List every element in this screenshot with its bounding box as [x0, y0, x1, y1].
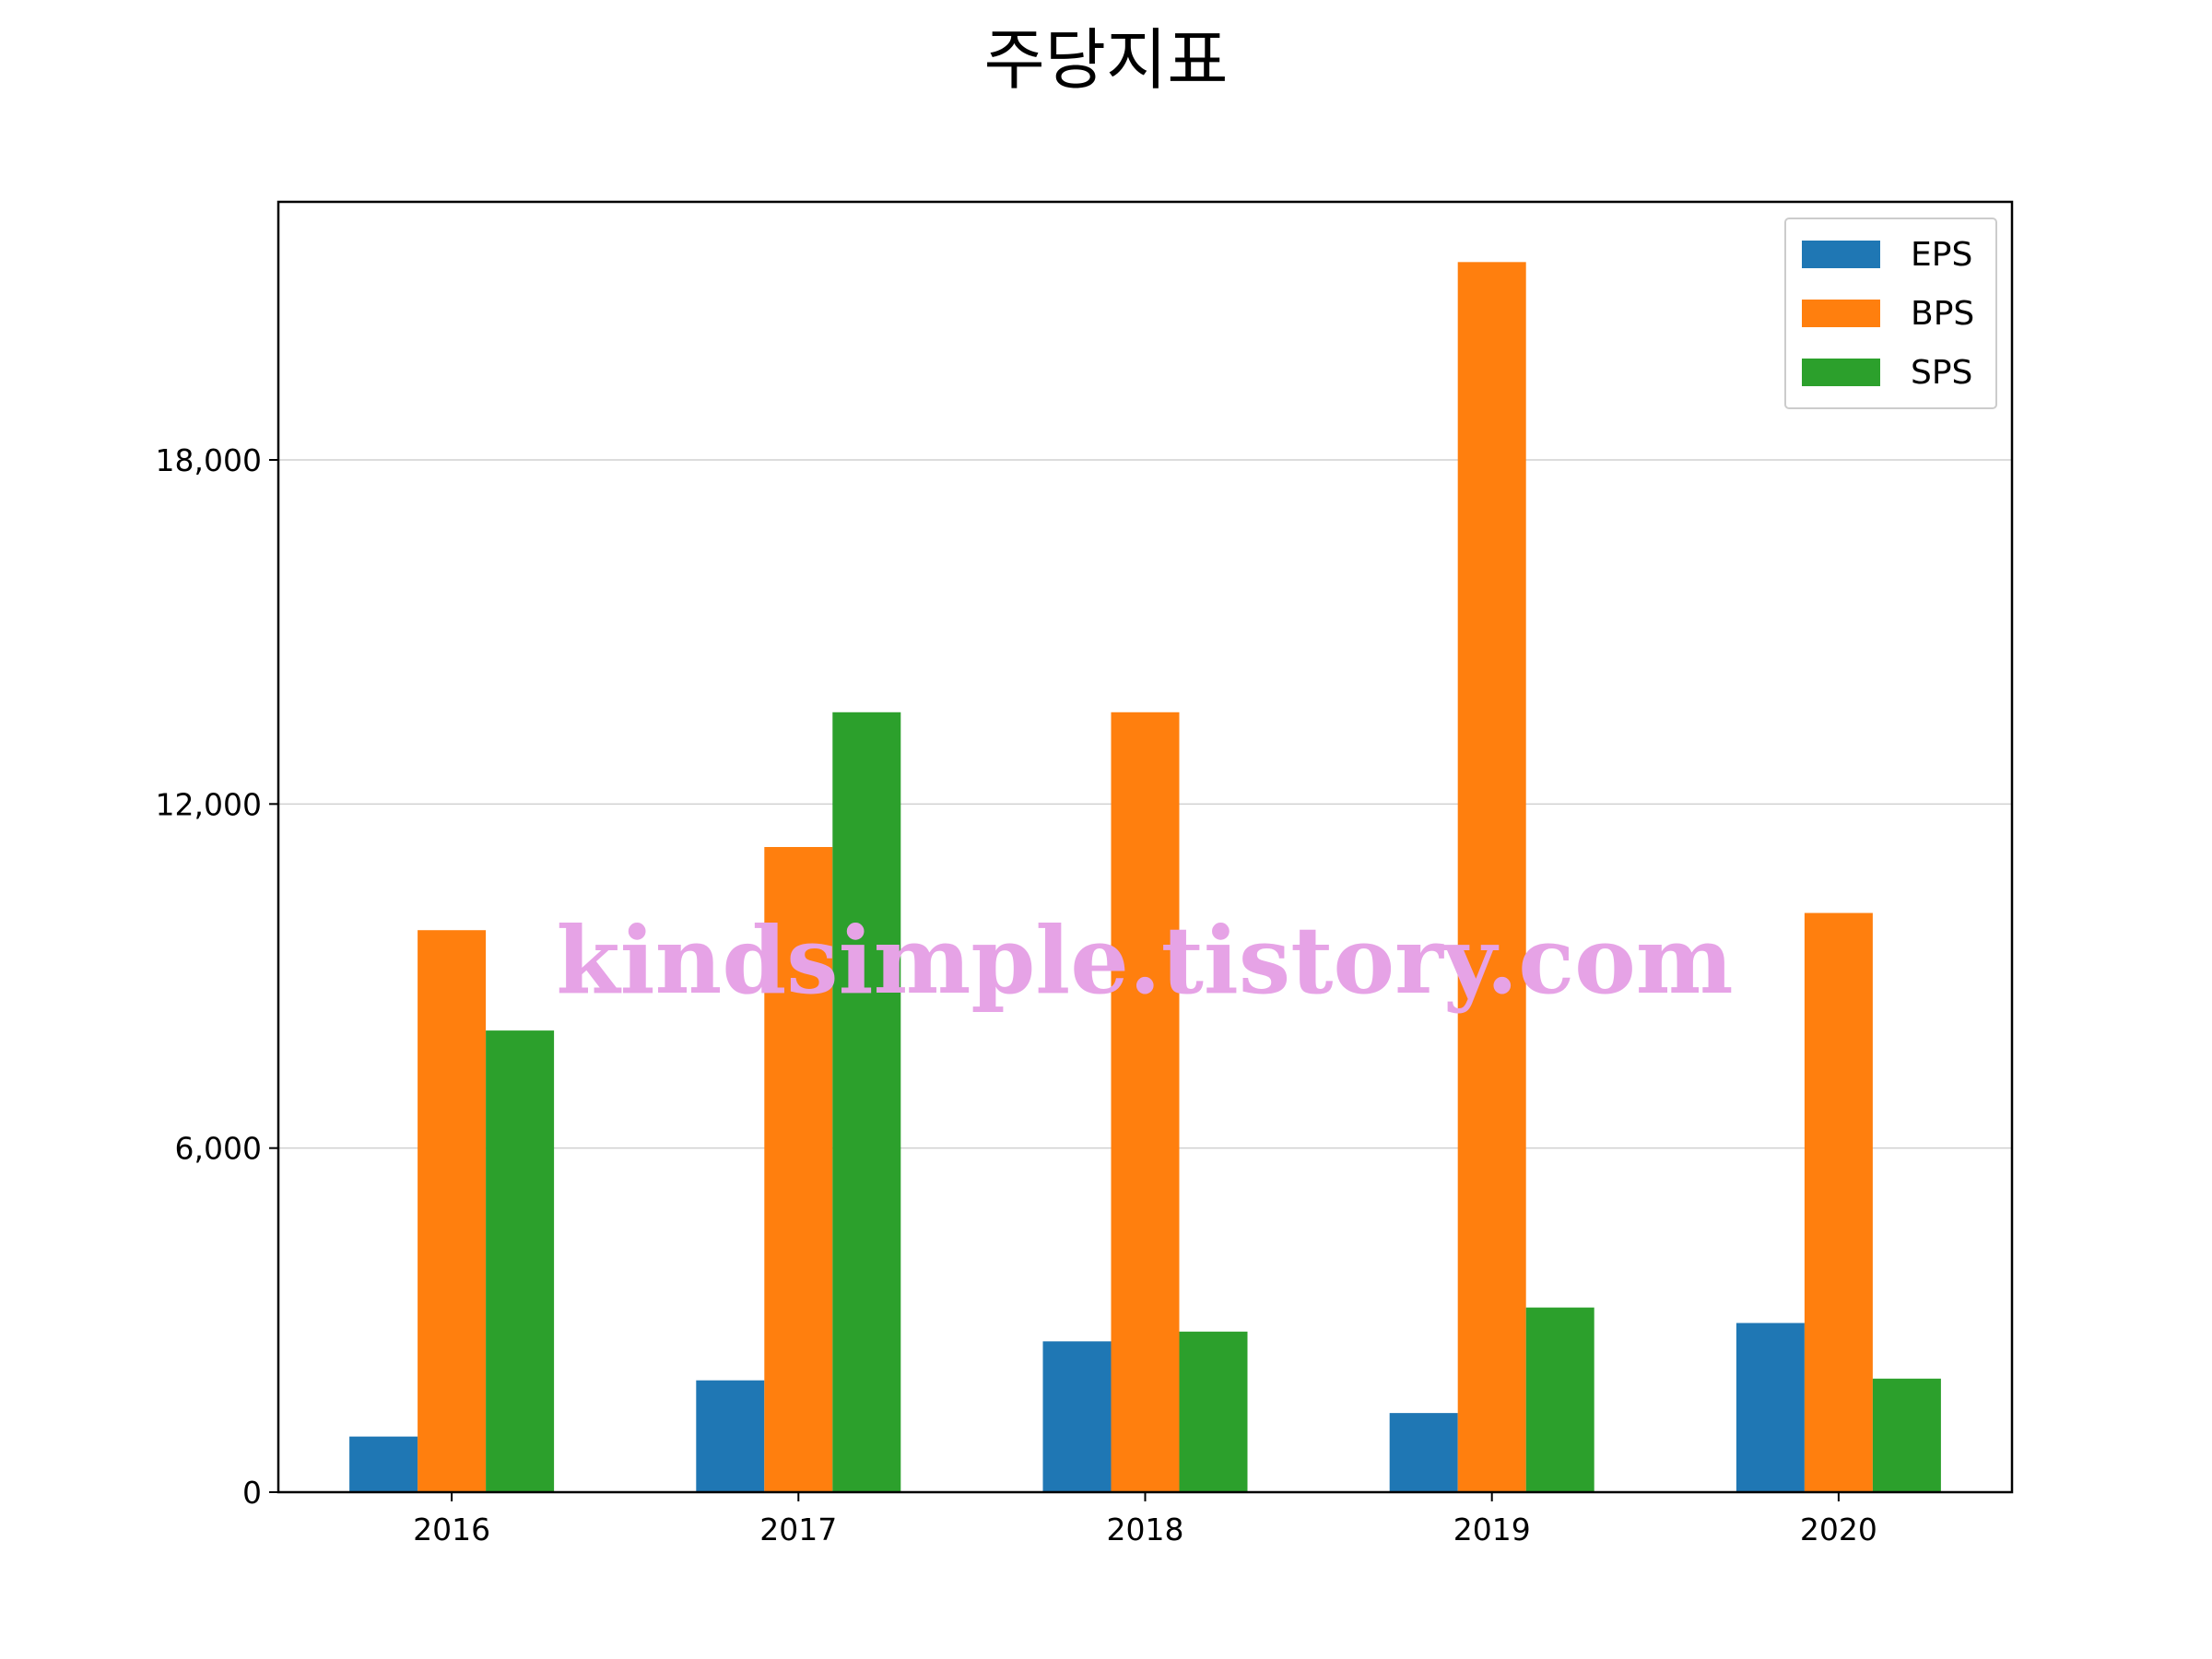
- bar-eps-2016: [349, 1436, 418, 1492]
- y-tick-label-3: 18,000: [156, 442, 262, 478]
- bar-sps-2016: [486, 1030, 555, 1492]
- legend-swatch-sps: [1802, 359, 1880, 386]
- y-tick-label-2: 12,000: [156, 786, 262, 822]
- chart-title: 주당지표: [984, 21, 1229, 99]
- bar-eps-2020: [1735, 1323, 1805, 1492]
- bar-bps-2019: [1457, 262, 1526, 1492]
- plot-frame: [276, 200, 2014, 1494]
- bar-eps-2019: [1389, 1413, 1458, 1492]
- bar-eps-2018: [1042, 1341, 1112, 1492]
- watermark: kindsimple.tistory.com: [556, 906, 1733, 1015]
- legend-label-bps: BPS: [1911, 295, 1974, 333]
- legend-swatch-eps: [1802, 241, 1880, 268]
- bar-sps-2018: [1179, 1331, 1248, 1492]
- bar-sps-2017: [832, 712, 901, 1492]
- x-tick-label-2016: 2016: [413, 1512, 490, 1547]
- legend-label-sps: SPS: [1911, 354, 1972, 392]
- legend-swatch-bps: [1802, 300, 1880, 327]
- axes: 2016 2017 2018 2019 2020 0 6,000 12,000 18,000: [156, 200, 2014, 1547]
- bar-sps-2019: [1525, 1307, 1594, 1492]
- bar-bps-2020: [1804, 912, 1873, 1492]
- bar-bps-2016: [418, 930, 487, 1492]
- y-tick-label-0: 0: [242, 1475, 262, 1511]
- y-tick-label-1: 6,000: [175, 1131, 262, 1167]
- x-tick-label-2020: 2020: [1800, 1512, 1877, 1547]
- legend: EPS BPS SPS: [1784, 218, 1997, 409]
- bar-sps-2020: [1872, 1378, 1941, 1492]
- x-tick-label-2017: 2017: [759, 1512, 837, 1547]
- legend-label-eps: EPS: [1911, 236, 1972, 274]
- x-tick-label-2018: 2018: [1107, 1512, 1184, 1547]
- bar-group: [349, 262, 1941, 1492]
- bar-bps-2018: [1111, 712, 1180, 1492]
- bar-bps-2017: [764, 847, 833, 1492]
- bar-eps-2017: [696, 1380, 765, 1492]
- x-tick-label-2019: 2019: [1453, 1512, 1531, 1547]
